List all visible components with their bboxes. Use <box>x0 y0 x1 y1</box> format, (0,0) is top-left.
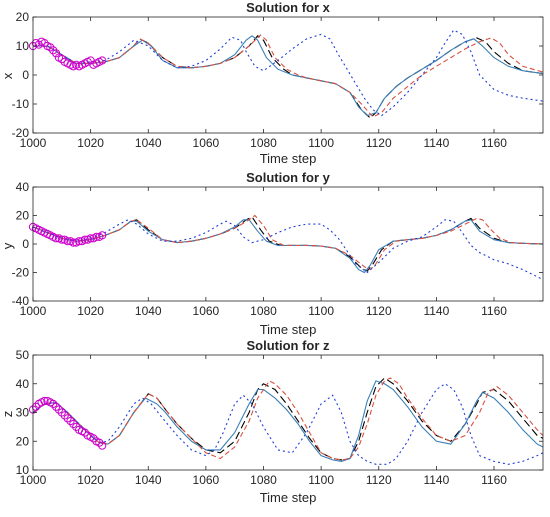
y-axis-label: x <box>0 72 15 79</box>
y-tick-label: 20 <box>16 10 30 24</box>
y-tick-label: 20 <box>16 434 30 448</box>
observation-marker <box>98 56 107 65</box>
y-tick-label: 40 <box>16 180 30 194</box>
observation-marker <box>57 235 66 244</box>
y-tick-label: -20 <box>12 126 30 140</box>
observation-marker <box>40 396 49 406</box>
observation-marker <box>46 43 55 52</box>
x-tick-label: 1160 <box>481 136 507 150</box>
observation-marker <box>80 428 90 437</box>
y-tick-label: -10 <box>12 97 30 111</box>
chart-title: Solution for z <box>246 338 330 353</box>
x-tick-label: 1000 <box>20 473 47 487</box>
y-tick-label: -40 <box>12 294 30 308</box>
x-axis-label: Time step <box>260 151 317 166</box>
x-tick-label: 1000 <box>20 136 47 150</box>
y-tick-label: 0 <box>22 68 29 82</box>
x-tick-label: 1060 <box>193 136 220 150</box>
x-tick-label: 1120 <box>366 473 392 487</box>
observation-marker <box>69 238 78 247</box>
observation-marker <box>49 46 58 55</box>
x-tick-label: 1000 <box>20 304 47 318</box>
y-tick-label: 50 <box>16 348 30 362</box>
observation-marker <box>69 419 78 429</box>
x-tick-label: 1060 <box>193 304 220 318</box>
y-axis-label: y <box>0 242 15 249</box>
observation-marker <box>95 438 104 447</box>
observation-marker <box>86 234 95 243</box>
x-tick-label: 1040 <box>135 473 162 487</box>
x-tick-label: 1140 <box>423 136 449 150</box>
observation-marker <box>98 231 107 240</box>
observation-marker <box>34 40 43 49</box>
series-line-1 <box>33 35 543 119</box>
plot-area <box>33 355 543 470</box>
observation-marker <box>57 55 66 64</box>
observation-marker <box>49 399 58 408</box>
x-tick-label: 1100 <box>308 304 334 318</box>
observation-marker <box>80 235 90 244</box>
x-tick-label: 1080 <box>250 304 277 318</box>
x-tick-label: 1160 <box>481 473 507 487</box>
x-tick-label: 1100 <box>308 473 334 487</box>
observation-marker <box>52 402 61 411</box>
observation-marker <box>52 49 61 58</box>
series-line-2 <box>33 380 543 462</box>
chart-title: Solution for x <box>246 0 331 15</box>
y-tick-label: 40 <box>16 377 30 391</box>
panel-x: Solution for x Time step x 1000 1020 1040 1… <box>0 0 544 166</box>
observation-marker <box>92 232 101 241</box>
observation-marker <box>89 434 98 443</box>
observation-marker <box>72 422 81 431</box>
observation-marker <box>54 405 64 414</box>
series-line-2 <box>33 219 543 274</box>
y-tick-label: 0 <box>22 237 29 251</box>
x-tick-label: 1140 <box>423 304 449 318</box>
y-axis-label: z <box>0 411 15 418</box>
x-axis-label: Time step <box>260 490 317 505</box>
plot-area <box>33 17 543 133</box>
x-tick-label: 1080 <box>250 473 277 487</box>
y-tick-label: -20 <box>12 266 30 280</box>
observation-marker <box>40 39 49 48</box>
x-tick-label: 1080 <box>250 136 277 150</box>
observation-marker <box>63 237 72 246</box>
series-line-4 <box>33 29 543 117</box>
observation-marker <box>57 408 66 417</box>
series-line-4 <box>33 383 543 465</box>
x-tick-label: 1020 <box>77 304 104 318</box>
observation-marker <box>63 414 72 423</box>
x-tick-label: 1020 <box>77 473 104 487</box>
y-tick-label: 30 <box>16 406 30 420</box>
y-tick-label: 10 <box>16 463 30 477</box>
x-tick-label: 1060 <box>193 473 220 487</box>
x-tick-label: 1160 <box>481 304 507 318</box>
series-line-3 <box>33 377 543 461</box>
x-tick-label: 1120 <box>366 136 392 150</box>
x-tick-label: 1100 <box>308 136 334 150</box>
x-tick-label: 1140 <box>423 473 449 487</box>
observation-marker <box>52 234 61 243</box>
y-tick-label: 20 <box>16 209 30 223</box>
plot-area <box>33 187 543 301</box>
chart-title: Solution for y <box>246 170 331 185</box>
x-tick-label: 1040 <box>135 136 162 150</box>
observation-marker <box>31 402 41 411</box>
y-tick-label: 10 <box>16 39 30 53</box>
panel-z: Solution for z Time step z 1000 1020 1040 1… <box>0 338 544 505</box>
x-tick-label: 1120 <box>366 304 392 318</box>
series-line-3 <box>33 34 543 118</box>
x-tick-label: 1040 <box>135 304 162 318</box>
observation-marker <box>75 237 84 246</box>
x-axis-label: Time step <box>260 322 317 337</box>
observation-marker <box>66 417 75 426</box>
observation-marker <box>98 441 107 450</box>
x-tick-label: 1020 <box>77 136 104 150</box>
panel-y: Solution for y Time step y 1000 1020 1040 1… <box>0 170 544 337</box>
observation-marker <box>60 411 69 420</box>
